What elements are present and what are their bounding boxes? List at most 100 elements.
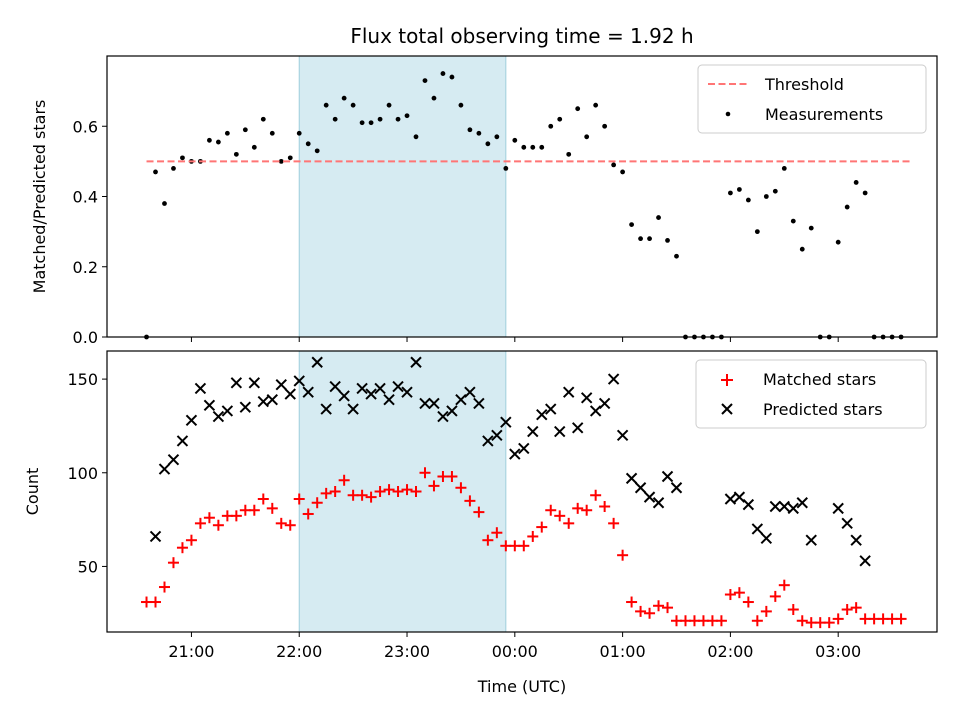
measurements-point <box>269 130 275 136</box>
predicted-stars-point <box>356 382 368 395</box>
measurements-point <box>602 123 608 129</box>
predicted-stars-point <box>230 377 243 389</box>
matched-stars-point <box>608 517 620 529</box>
matched-stars-point <box>760 605 772 617</box>
measurements-point <box>862 190 868 196</box>
predicted-stars-point <box>598 397 611 410</box>
predicted-legend-label: Predicted stars <box>763 400 883 419</box>
predicted-stars-point <box>302 386 314 398</box>
predicted-stars-point <box>652 497 665 509</box>
matched-stars-point <box>419 467 431 479</box>
measurements-legend-label: Measurements <box>765 105 883 124</box>
measurements-point <box>611 162 617 168</box>
matched-stars-point <box>212 519 224 531</box>
measurements-point <box>224 130 230 136</box>
predicted-stars-point <box>634 482 647 494</box>
matched-stars-point <box>194 517 206 529</box>
matched-stars-point <box>563 517 575 529</box>
matched-stars-point <box>482 534 494 546</box>
predicted-stars-point <box>338 390 350 402</box>
matched-stars-point <box>832 613 844 625</box>
predicted-stars-point <box>580 392 593 404</box>
measurements-point <box>763 194 769 199</box>
measurements-point <box>781 166 787 171</box>
predicted-stars-point <box>769 500 782 513</box>
top-axes-frame <box>106 55 938 338</box>
predicted-stars-point <box>491 429 503 442</box>
predicted-stars-point <box>563 386 575 398</box>
measurements-point <box>647 236 652 242</box>
predicted-stars-point <box>221 405 234 417</box>
measurements-point <box>727 190 733 196</box>
predicted-stars-point <box>787 502 799 515</box>
x-tick-label: 23:00 <box>384 642 430 661</box>
predicted-stars-point <box>239 401 252 413</box>
predicted-stars-point <box>401 386 413 398</box>
predicted-stars-point <box>625 472 638 485</box>
matched-stars-point <box>769 590 781 602</box>
measurements-point <box>278 158 284 164</box>
predicted-stars-point <box>374 382 386 395</box>
predicted-stars-point <box>446 405 458 417</box>
matched-stars-point <box>545 504 557 516</box>
measurements-point <box>359 120 365 126</box>
predicted-stars-point <box>212 410 225 423</box>
predicted-stars-point <box>383 393 395 406</box>
matched-stars-point <box>464 495 476 507</box>
measurements-point <box>440 71 446 76</box>
predicted-stars-point <box>203 399 216 412</box>
predicted-stars-point <box>428 397 440 410</box>
predicted-stars-point <box>661 470 674 483</box>
matched-stars-point <box>617 549 629 561</box>
measurements-point <box>512 137 518 143</box>
measurements-point <box>548 123 554 129</box>
matched-stars-point <box>203 512 215 524</box>
matched-stars-point <box>338 474 350 486</box>
bottom-x-ticks: 21:00 22:00 23:00 00:00 01:00 02:00 03:00 <box>168 632 861 661</box>
predicted-stars-point <box>167 453 180 466</box>
measurements-point <box>467 127 473 133</box>
measurements-point <box>260 116 266 122</box>
measurements-point <box>386 102 392 108</box>
y-tick-label: 100 <box>67 464 98 483</box>
matched-stars-point <box>742 596 754 608</box>
predicted-stars-point <box>365 388 377 400</box>
y-tick-label: 0.6 <box>73 117 98 136</box>
predicted-stars-point <box>419 397 431 410</box>
measurements-point <box>790 218 796 224</box>
predicted-stars-point <box>347 403 359 415</box>
predicted-stars-point <box>311 356 323 368</box>
measurements-point <box>377 116 383 122</box>
predicted-stars-point <box>329 380 341 393</box>
predicted-stars-point <box>257 395 270 408</box>
bottom-y-ticks: 50 100 150 <box>67 370 107 576</box>
predicted-stars-point <box>850 534 862 546</box>
bottom-axes-frame <box>106 350 938 633</box>
predicted-stars-point <box>392 380 404 393</box>
matched-stars-point <box>823 617 835 629</box>
measurements-point <box>620 169 626 175</box>
predicted-stars-point <box>607 373 620 385</box>
predicted-stars-point <box>185 414 198 427</box>
measurements-point <box>341 95 347 101</box>
top-legend-box <box>697 64 927 134</box>
predicted-stars-point <box>742 498 755 511</box>
measurements-point <box>215 139 221 145</box>
predicted-stars-point <box>266 393 278 406</box>
predicted-stars-point <box>589 405 602 417</box>
predicted-stars-point <box>616 429 629 442</box>
predicted-stars-point <box>536 408 548 421</box>
matched-stars-point <box>266 502 278 514</box>
bottom-panel: 50 100 150 21:00 22:00 23:00 00:00 01:00 02:00 0… <box>23 350 938 696</box>
predicted-stars-point <box>509 448 521 460</box>
x-tick-label: 00:00 <box>492 642 538 661</box>
matched-stars-point <box>599 500 611 512</box>
x-tick-label: 22:00 <box>276 642 322 661</box>
measurements-point <box>503 166 509 171</box>
measurements-point <box>593 102 599 108</box>
predicted-stars-point <box>751 523 764 535</box>
matched-stars-point <box>581 504 593 516</box>
measurements-point <box>368 120 374 126</box>
predicted-stars-point <box>670 482 683 494</box>
